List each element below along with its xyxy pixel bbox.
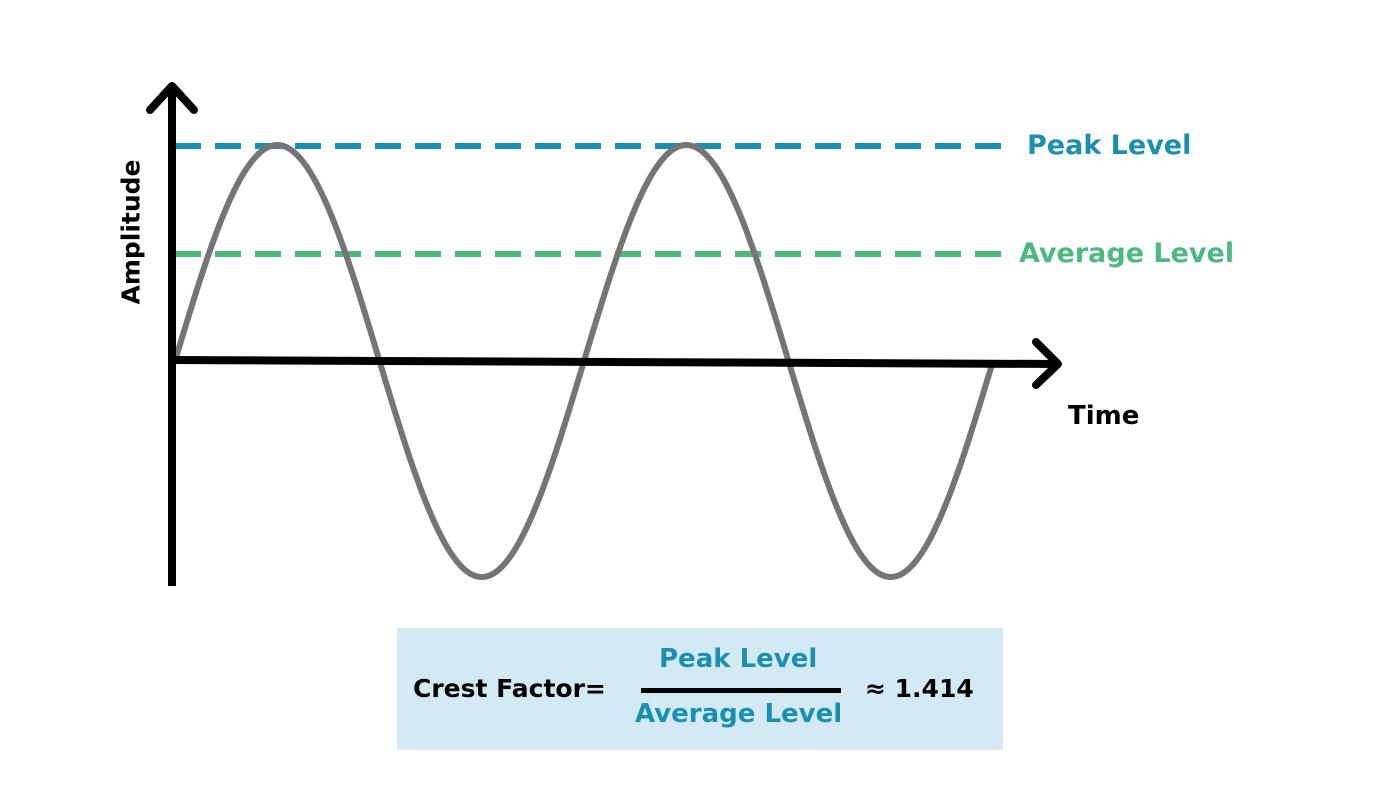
average-level-label: Average Level	[1019, 238, 1235, 269]
crest-factor-formula: Crest Factor= Peak Level Average Level ≈…	[397, 628, 1003, 750]
formula-lhs: Crest Factor=	[413, 674, 606, 703]
formula-denominator: Average Level	[635, 699, 843, 729]
formula-result: ≈ 1.414	[865, 674, 974, 703]
x-axis-arrow-icon	[1032, 338, 1062, 389]
fraction-bar	[641, 688, 841, 693]
y-axis-label: Amplitude	[116, 159, 146, 305]
y-axis-arrow-icon	[146, 82, 198, 114]
peak-level-label: Peak Level	[1027, 130, 1192, 161]
formula-numerator: Peak Level	[659, 644, 818, 674]
x-axis	[167, 356, 1059, 368]
x-axis-label: Time	[1068, 401, 1140, 431]
